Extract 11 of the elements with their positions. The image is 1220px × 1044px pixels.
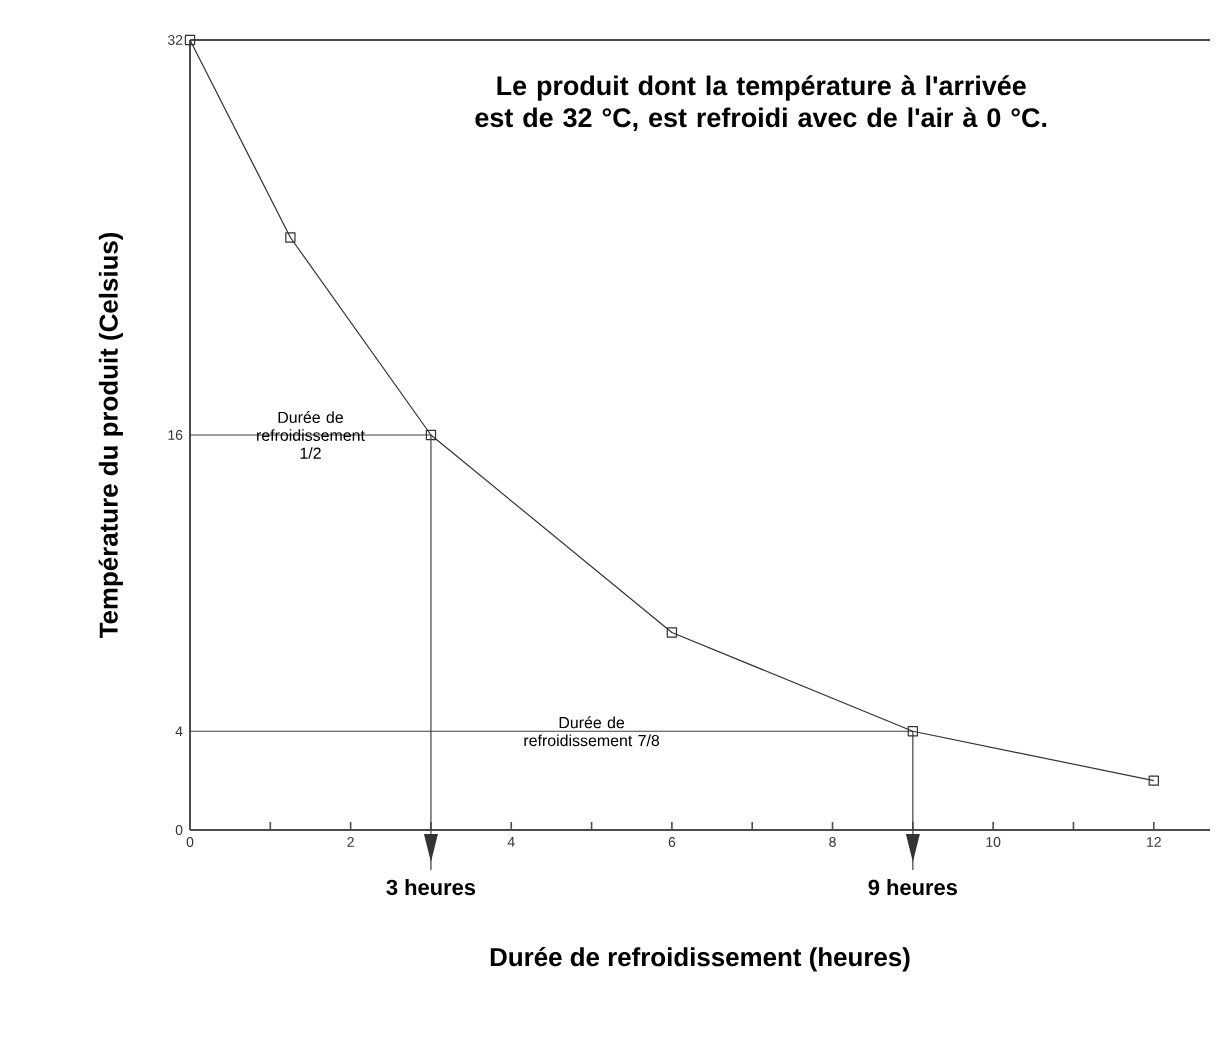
point: [907, 726, 919, 737]
text: Le produit dont la température à l'arrivée est de 32 °C, est refroidi avec de l'air à 0 °C.: [475, 75, 1047, 132]
point: [285, 232, 296, 243]
x-axis-title: Durée de refroidissement (heures): [490, 947, 910, 972]
point: [425, 429, 437, 441]
ref-line-label: 9 heures: [868, 879, 957, 896]
y-axis-title: Température du produit (Celsius): [98, 232, 123, 639]
point: [666, 627, 678, 638]
point: [184, 34, 196, 46]
point: [1148, 775, 1159, 786]
ref-line-label: 3 heures: [386, 879, 476, 896]
